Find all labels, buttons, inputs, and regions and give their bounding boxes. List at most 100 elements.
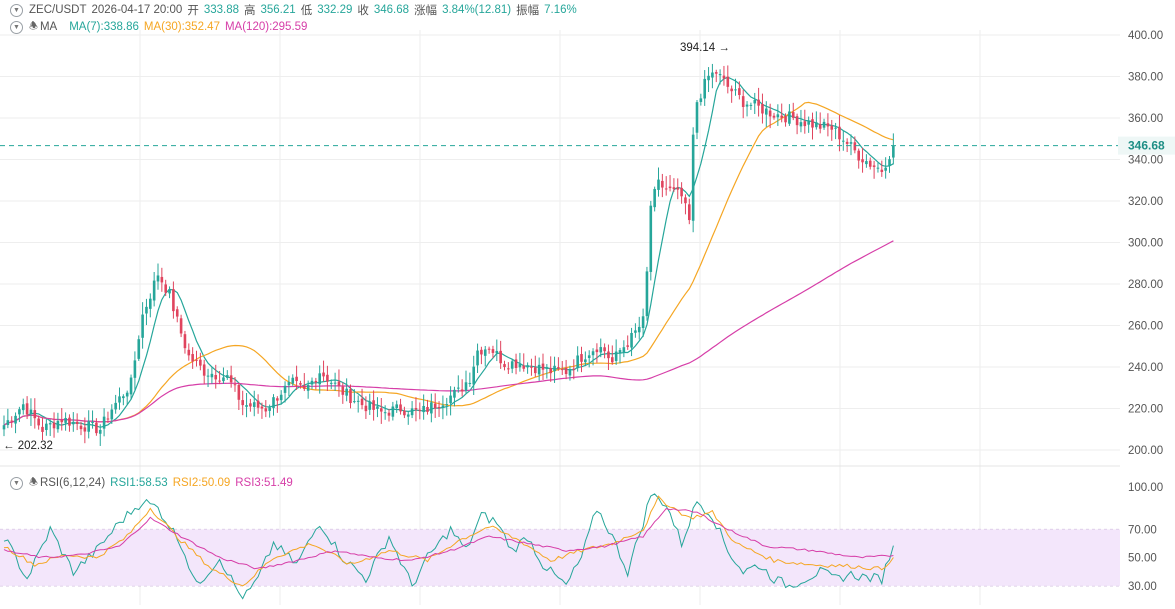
candle-body: [868, 160, 872, 167]
candle-body: [156, 275, 160, 282]
candle-body: [318, 373, 321, 385]
candle-body: [214, 374, 218, 380]
candle-body: [102, 416, 106, 429]
candle-body: [595, 349, 599, 353]
candle-body: [326, 374, 329, 382]
candle-body: [299, 383, 302, 385]
candle-body: [838, 126, 841, 140]
candle-body: [56, 420, 60, 430]
candle-body: [387, 412, 391, 416]
high-marker: 394.14 →: [680, 42, 730, 54]
candle-body: [118, 396, 121, 403]
candle-body: [645, 271, 649, 317]
price-tick-label: 260.00: [1128, 321, 1163, 333]
candle-body: [106, 418, 110, 420]
datetime: 2026-04-17 20:00: [91, 4, 183, 16]
high-label: 高: [244, 5, 256, 17]
candle-body: [572, 368, 576, 370]
price-axis: 400.00 380.00 360.00 340.00 320.00 300.00 280.…: [1128, 30, 1163, 593]
candle-body: [353, 401, 356, 403]
candle-body: [322, 372, 325, 377]
candle-body: [714, 72, 718, 74]
bell-icon[interactable]: 🕭: [29, 20, 38, 32]
chevron-down-icon[interactable]: ▼: [10, 20, 23, 34]
candle-body: [599, 347, 603, 353]
candle-body: [418, 409, 422, 411]
candle-body: [133, 360, 137, 378]
candle-body: [175, 309, 179, 317]
candle-body: [830, 125, 834, 130]
candle-body: [129, 377, 133, 395]
rsi1-line: [3, 493, 894, 600]
candle-body: [695, 102, 699, 133]
candle-body: [826, 123, 830, 127]
change-label: 涨幅: [414, 5, 438, 17]
candle-body: [691, 134, 695, 221]
candle-body: [641, 316, 645, 328]
price-tick-label: 300.00: [1128, 238, 1163, 250]
rsi-tick-label: 50.00: [1128, 553, 1157, 565]
candle-body: [522, 365, 526, 369]
candle-body: [483, 349, 487, 356]
rsi-tick-label: 30.00: [1128, 581, 1157, 593]
candle-body: [98, 429, 102, 434]
bell-icon[interactable]: 🕭: [29, 476, 38, 488]
candle-body: [329, 382, 333, 384]
candle-body: [791, 112, 795, 118]
candle-body: [79, 425, 83, 430]
candle-body: [410, 408, 414, 416]
candle-body: [761, 104, 764, 114]
candle-body: [672, 187, 676, 190]
candle-body: [749, 104, 753, 106]
candle-body: [857, 150, 860, 161]
candle-body: [14, 415, 17, 424]
candle-body: [557, 367, 560, 369]
candle-body: [360, 398, 364, 406]
candle-body: [545, 367, 549, 369]
candle-body: [560, 369, 564, 371]
candle-body: [391, 406, 395, 417]
candle-body: [145, 306, 148, 314]
grid: [0, 30, 1120, 605]
candle-body: [345, 388, 348, 396]
candle-body: [372, 400, 375, 410]
chevron-down-icon[interactable]: ▼: [10, 476, 23, 490]
candle-body: [268, 407, 271, 411]
candle-body: [337, 381, 341, 386]
ma7-legend: MA(7):338.86: [69, 21, 139, 33]
candle-body: [468, 382, 472, 384]
candle-body: [303, 385, 306, 389]
candle-body: [876, 167, 880, 169]
candle-body: [607, 351, 610, 359]
candle-body: [179, 318, 183, 334]
price-tick-label: 340.00: [1128, 155, 1163, 167]
candle-body: [368, 401, 372, 410]
candle-body: [114, 402, 117, 410]
candle-body: [222, 377, 225, 382]
candle-body: [514, 359, 518, 368]
candle-body: [48, 423, 52, 425]
candle-body: [872, 165, 876, 167]
price-tick-label: 360.00: [1128, 113, 1163, 125]
candle-body: [141, 314, 144, 338]
candle-body: [861, 159, 864, 163]
candle-body: [237, 384, 241, 400]
candle-body: [449, 395, 452, 404]
candle-body: [18, 409, 21, 415]
candle-body: [510, 361, 514, 369]
candle-body: [684, 197, 687, 204]
candle-body: [614, 351, 618, 361]
candle-body: [618, 350, 622, 354]
candle-body: [333, 382, 337, 384]
chevron-down-icon[interactable]: ▼: [10, 3, 23, 17]
candle-body: [260, 406, 264, 409]
candle-body: [668, 186, 672, 189]
open-label: 开: [187, 5, 199, 17]
candle-body: [880, 169, 884, 172]
symbol: ZEC/USDT: [29, 4, 87, 16]
candle-body: [399, 404, 402, 412]
candle-body: [218, 380, 221, 382]
amplitude-value: 7.16%: [544, 4, 577, 16]
candle-body: [776, 114, 780, 118]
